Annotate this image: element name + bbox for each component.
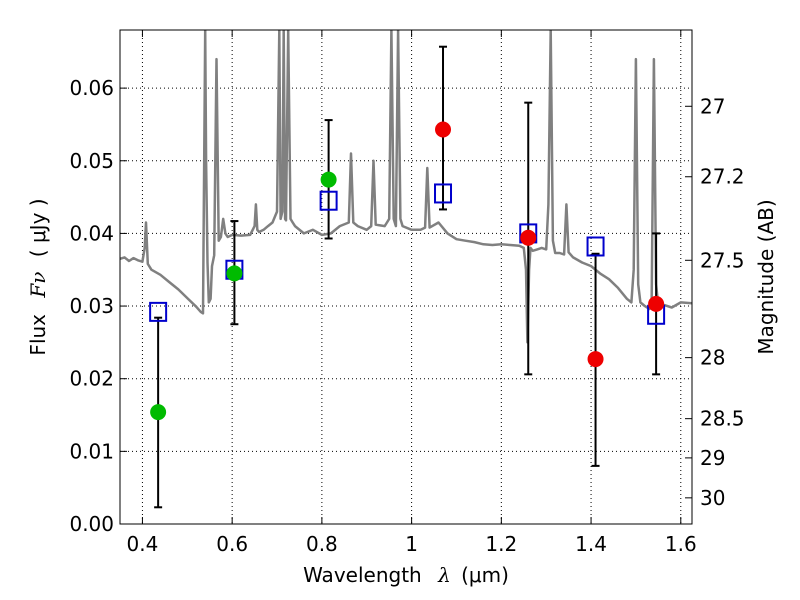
model-flux-marker <box>586 236 605 257</box>
x-axis-title-symbol: λ <box>437 563 451 587</box>
y-tick-label: 0.04 <box>69 221 114 245</box>
observed-flux-point <box>435 121 452 138</box>
axis-ticks: 0.4 0.6 0.8 1 1.2 1.4 1.6 0.00 0.01 0.02 0.03 0.04 0… <box>69 30 745 556</box>
observed-flux-point <box>226 265 243 282</box>
y-tick-label: 0.00 <box>69 512 114 536</box>
x-axis-title-unit: (μm) <box>461 563 509 587</box>
y-tick-label: 0.03 <box>69 294 114 318</box>
observed-flux-point <box>587 351 604 368</box>
model-flux-marker <box>434 183 453 204</box>
y-axis-title-unit: ( μJy ) <box>26 198 50 257</box>
x-axis-title-prefix: Wavelength <box>303 563 422 587</box>
y-axis-title-symbol: Fν <box>26 272 50 299</box>
y-axis-title-prefix: Flux <box>26 314 50 356</box>
y-tick-label: 0.01 <box>69 439 114 463</box>
x-tick-label: 0.4 <box>127 532 159 556</box>
observed-flux-point <box>150 404 167 421</box>
plot-area <box>120 30 692 509</box>
observed-flux-point <box>320 171 337 188</box>
x-axis-title: Wavelength λ (μm) <box>303 563 509 587</box>
x-tick-label: 1.2 <box>485 532 517 556</box>
right-tick-label: 30 <box>700 486 725 510</box>
right-tick-label: 28 <box>700 346 725 370</box>
y-tick-label: 0.06 <box>69 76 114 100</box>
model-flux-marker <box>149 301 168 322</box>
x-tick-label: 1.6 <box>665 532 697 556</box>
observed-flux-point <box>520 229 537 246</box>
model-flux-marker <box>319 190 338 211</box>
x-tick-label: 1.4 <box>575 532 607 556</box>
right-tick-label: 27.5 <box>700 248 745 272</box>
observed-flux-point <box>648 295 665 312</box>
right-tick-label: 27 <box>700 94 725 118</box>
y-tick-label: 0.05 <box>69 149 114 173</box>
right-axis-title: Magnitude (AB) <box>754 199 778 354</box>
y-tick-label: 0.02 <box>69 367 114 391</box>
plot-frame <box>119 29 693 525</box>
right-tick-label: 28.5 <box>700 407 745 431</box>
x-tick-label: 1 <box>405 532 418 556</box>
x-tick-label: 0.6 <box>216 532 248 556</box>
right-tick-label: 29 <box>700 446 725 470</box>
model-spectrum-line <box>120 30 692 344</box>
right-tick-label: 27.2 <box>700 165 745 189</box>
y-axis-title: Flux Fν ( μJy ) <box>26 198 50 355</box>
x-tick-label: 0.8 <box>306 532 338 556</box>
